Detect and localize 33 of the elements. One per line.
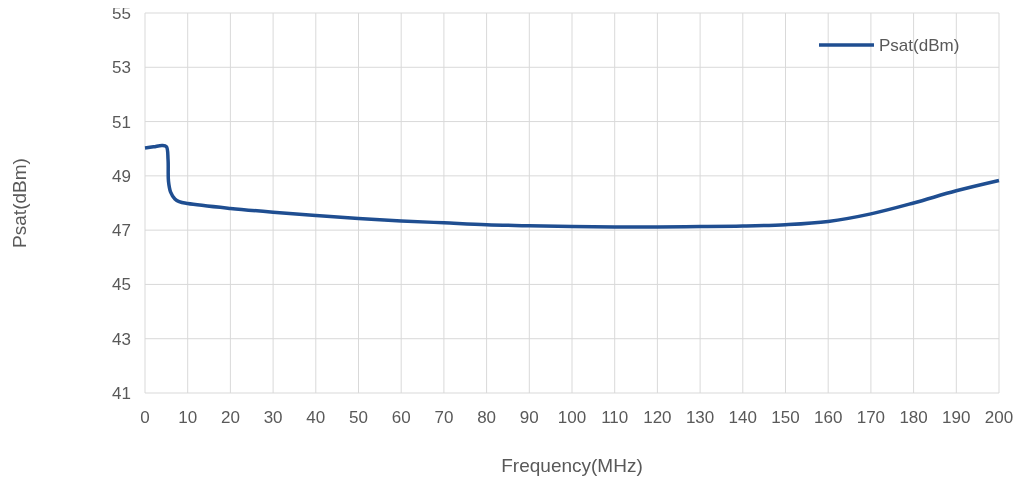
line-series bbox=[143, 143, 1001, 229]
x-tick-label: 150 bbox=[771, 408, 800, 427]
x-tick-label: 40 bbox=[306, 408, 326, 427]
x-tick-label: 0 bbox=[140, 408, 150, 427]
x-tick-label: 200 bbox=[984, 408, 1014, 427]
x-tick-label: 170 bbox=[856, 408, 886, 427]
x-tick-label: 50 bbox=[349, 408, 368, 427]
x-tick-label: 60 bbox=[391, 408, 411, 427]
x-tick-label: 80 bbox=[477, 408, 497, 427]
x-tick-label: 110 bbox=[601, 408, 629, 427]
x-tick-label: 10 bbox=[178, 408, 198, 427]
y-tick-label: 55 bbox=[112, 4, 131, 23]
y-tick-label: 51 bbox=[112, 112, 131, 132]
x-tick-label: 90 bbox=[519, 408, 539, 427]
legend-label: Psat(dBm) bbox=[879, 36, 960, 55]
x-tick-label: 130 bbox=[685, 408, 715, 427]
x-tick-label: 20 bbox=[220, 408, 240, 427]
x-tick-label: 70 bbox=[434, 408, 454, 427]
x-tick-label: 160 bbox=[814, 408, 843, 427]
x-tick-label: 100 bbox=[557, 408, 587, 427]
y-tick-label: 41 bbox=[112, 384, 131, 403]
x-tick-label: 190 bbox=[942, 408, 971, 427]
y-tick-label: 45 bbox=[112, 275, 131, 295]
x-tick-label: 140 bbox=[728, 408, 757, 427]
y-axis-title: Psat(dBm) bbox=[9, 158, 30, 248]
y-tick-label: 43 bbox=[112, 329, 131, 349]
y-tick-label: 47 bbox=[112, 221, 131, 241]
y-tick-label: 53 bbox=[112, 58, 131, 78]
y-tick-label: 49 bbox=[112, 166, 131, 186]
x-axis-title: Frequency(MHz) bbox=[501, 455, 643, 476]
x-tick-label: 180 bbox=[899, 408, 928, 427]
x-tick-label: 120 bbox=[643, 408, 672, 427]
x-tick-label: 30 bbox=[263, 408, 283, 427]
